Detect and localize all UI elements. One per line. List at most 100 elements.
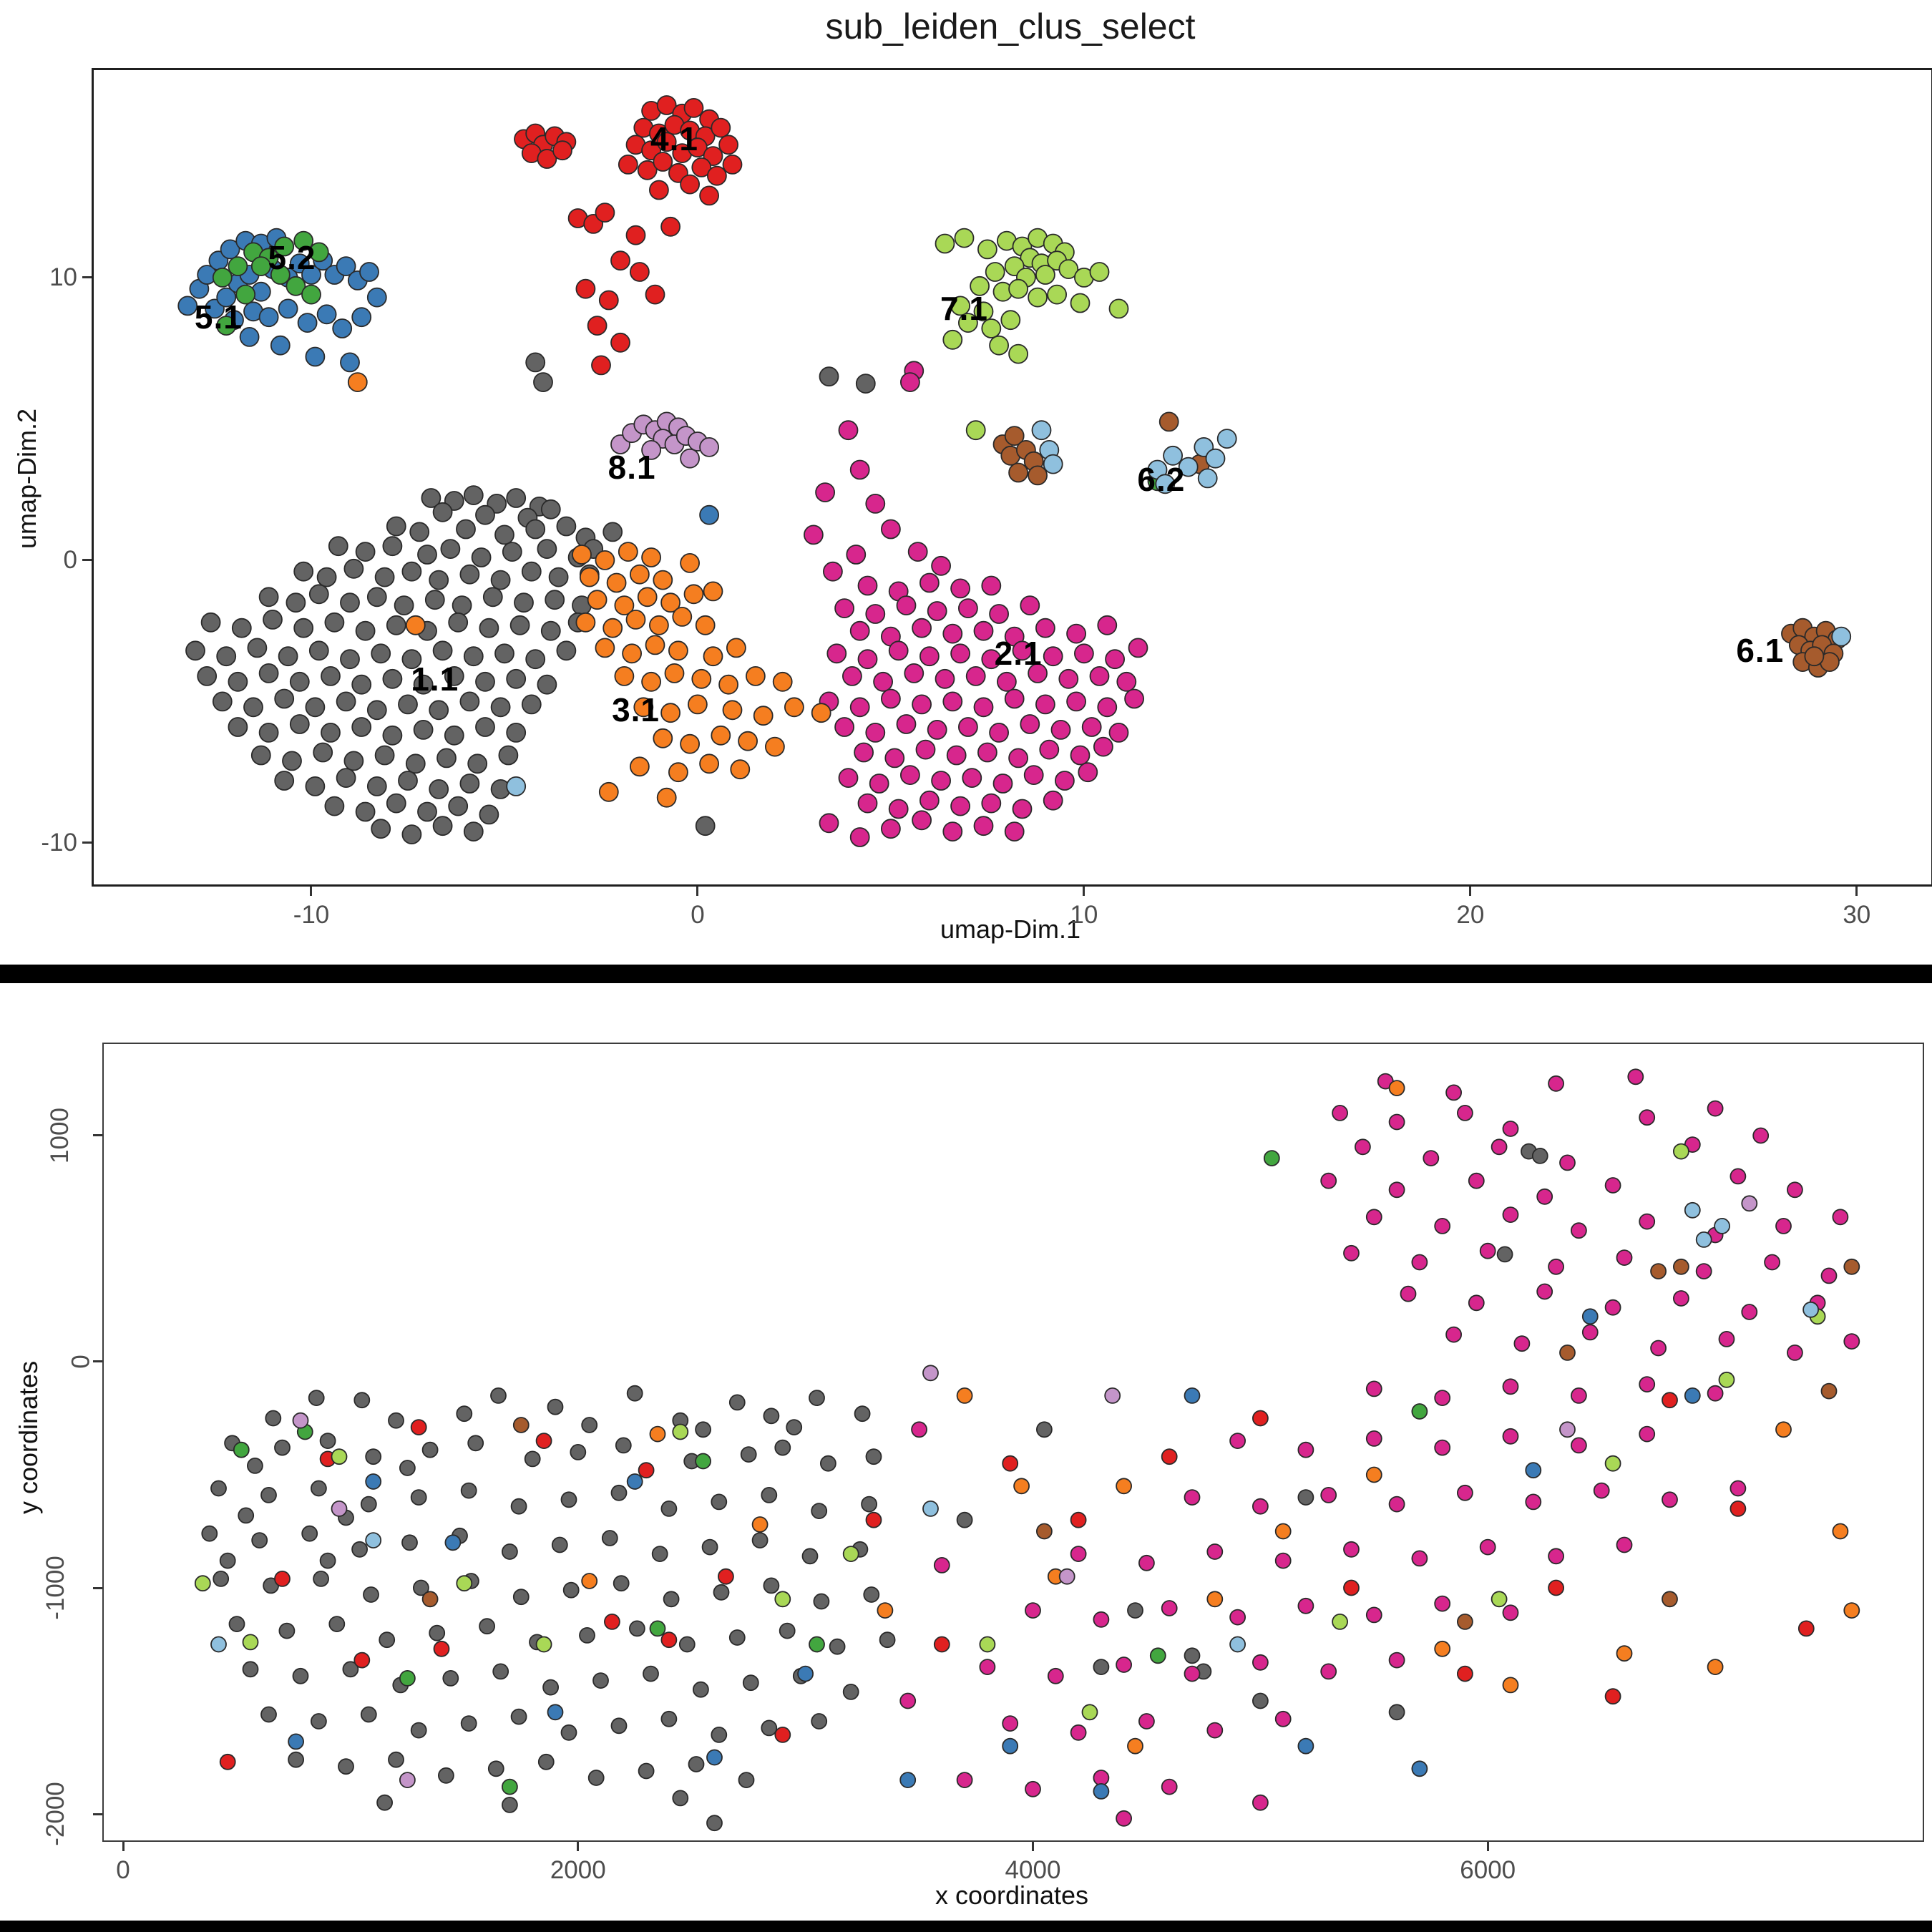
data-point	[1457, 1665, 1473, 1682]
data-point	[1741, 1195, 1758, 1212]
y-tick-mark	[82, 841, 92, 844]
data-point	[979, 1636, 996, 1653]
data-point	[197, 666, 218, 686]
data-point	[1684, 1201, 1701, 1219]
data-point	[1457, 1614, 1473, 1630]
data-point	[467, 753, 488, 774]
umap-scatter-panel: 1.1 2.1 3.1 4.1 5.1 5.2 6.1 6.2 7.1 8.1	[92, 68, 1932, 887]
data-point	[547, 1704, 564, 1721]
data-point	[1388, 1113, 1405, 1131]
data-point	[1831, 626, 1852, 647]
data-point	[587, 1770, 605, 1786]
data-point	[722, 154, 743, 175]
data-point	[1388, 1704, 1405, 1721]
data-point	[1252, 1692, 1269, 1709]
data-point	[699, 437, 719, 457]
data-point	[231, 618, 252, 638]
data-point	[625, 225, 646, 245]
data-point	[1581, 1324, 1599, 1341]
data-point	[711, 1493, 728, 1511]
data-point	[989, 723, 1009, 743]
data-point	[931, 771, 951, 791]
data-point	[626, 1473, 643, 1490]
data-point	[942, 329, 963, 350]
data-point	[981, 649, 1002, 670]
data-point	[421, 1591, 439, 1608]
data-point	[494, 525, 514, 545]
data-point	[1604, 1177, 1621, 1194]
data-point	[680, 174, 700, 195]
data-point	[915, 739, 936, 760]
data-point	[1161, 1778, 1178, 1795]
cluster-label-8.1: 8.1	[608, 448, 656, 486]
data-point	[649, 615, 669, 635]
spatial-y-axis-title: y coordinates	[14, 1360, 43, 1514]
data-point	[1012, 799, 1033, 819]
data-point	[246, 1458, 263, 1474]
data-point	[1252, 1654, 1269, 1671]
data-point	[973, 301, 994, 322]
data-point	[556, 516, 577, 537]
data-point	[919, 646, 940, 667]
data-point	[656, 787, 677, 808]
y-tick-mark	[82, 276, 92, 279]
data-point	[973, 620, 994, 641]
data-point	[475, 717, 495, 737]
data-point	[1320, 1663, 1337, 1680]
data-point	[1714, 1217, 1731, 1234]
data-point	[740, 1446, 757, 1463]
data-point	[1365, 1466, 1382, 1483]
data-point	[1434, 1390, 1451, 1407]
data-point	[1070, 1724, 1087, 1741]
data-point	[310, 1713, 327, 1729]
data-point	[587, 590, 608, 610]
data-point	[374, 567, 395, 587]
data-point	[1002, 1715, 1019, 1732]
data-point	[535, 1636, 552, 1653]
data-point	[270, 335, 291, 356]
data-point	[212, 267, 233, 288]
data-point	[308, 640, 329, 661]
data-point	[865, 1511, 882, 1528]
data-point	[1752, 1127, 1770, 1144]
data-point	[602, 522, 623, 542]
data-point	[1434, 1640, 1451, 1657]
data-point	[581, 1417, 598, 1433]
data-point	[1004, 426, 1025, 447]
data-point	[502, 1778, 518, 1795]
data-point	[823, 561, 843, 582]
data-point	[1116, 1657, 1132, 1673]
data-point	[292, 1412, 309, 1429]
data-point	[510, 1708, 527, 1725]
data-point	[399, 1772, 416, 1788]
data-point	[1570, 1387, 1587, 1404]
data-point	[340, 649, 360, 670]
data-point	[258, 663, 279, 683]
data-point	[560, 1724, 577, 1741]
data-point	[881, 519, 901, 540]
data-point	[1513, 1335, 1531, 1352]
data-point	[1502, 1378, 1519, 1395]
data-point	[1058, 1568, 1075, 1585]
data-point	[703, 581, 723, 602]
x-tick-label: 2000	[550, 1856, 606, 1884]
data-point	[1078, 762, 1098, 783]
data-point	[672, 1790, 689, 1807]
data-point	[1093, 736, 1113, 757]
x-tick-label: 30	[1843, 901, 1871, 929]
data-point	[602, 618, 623, 638]
data-point	[680, 553, 700, 573]
cluster-6.1	[992, 411, 1848, 678]
data-point	[1020, 714, 1040, 734]
data-point	[448, 796, 469, 816]
data-point	[865, 494, 886, 514]
data-point	[324, 796, 345, 816]
separator-bar	[0, 1921, 1932, 1932]
data-point	[713, 1584, 730, 1601]
data-point	[502, 542, 522, 562]
data-point	[382, 725, 403, 746]
data-point	[641, 440, 661, 460]
data-point	[1008, 748, 1028, 769]
data-point	[1445, 1084, 1462, 1101]
data-point	[321, 666, 341, 686]
